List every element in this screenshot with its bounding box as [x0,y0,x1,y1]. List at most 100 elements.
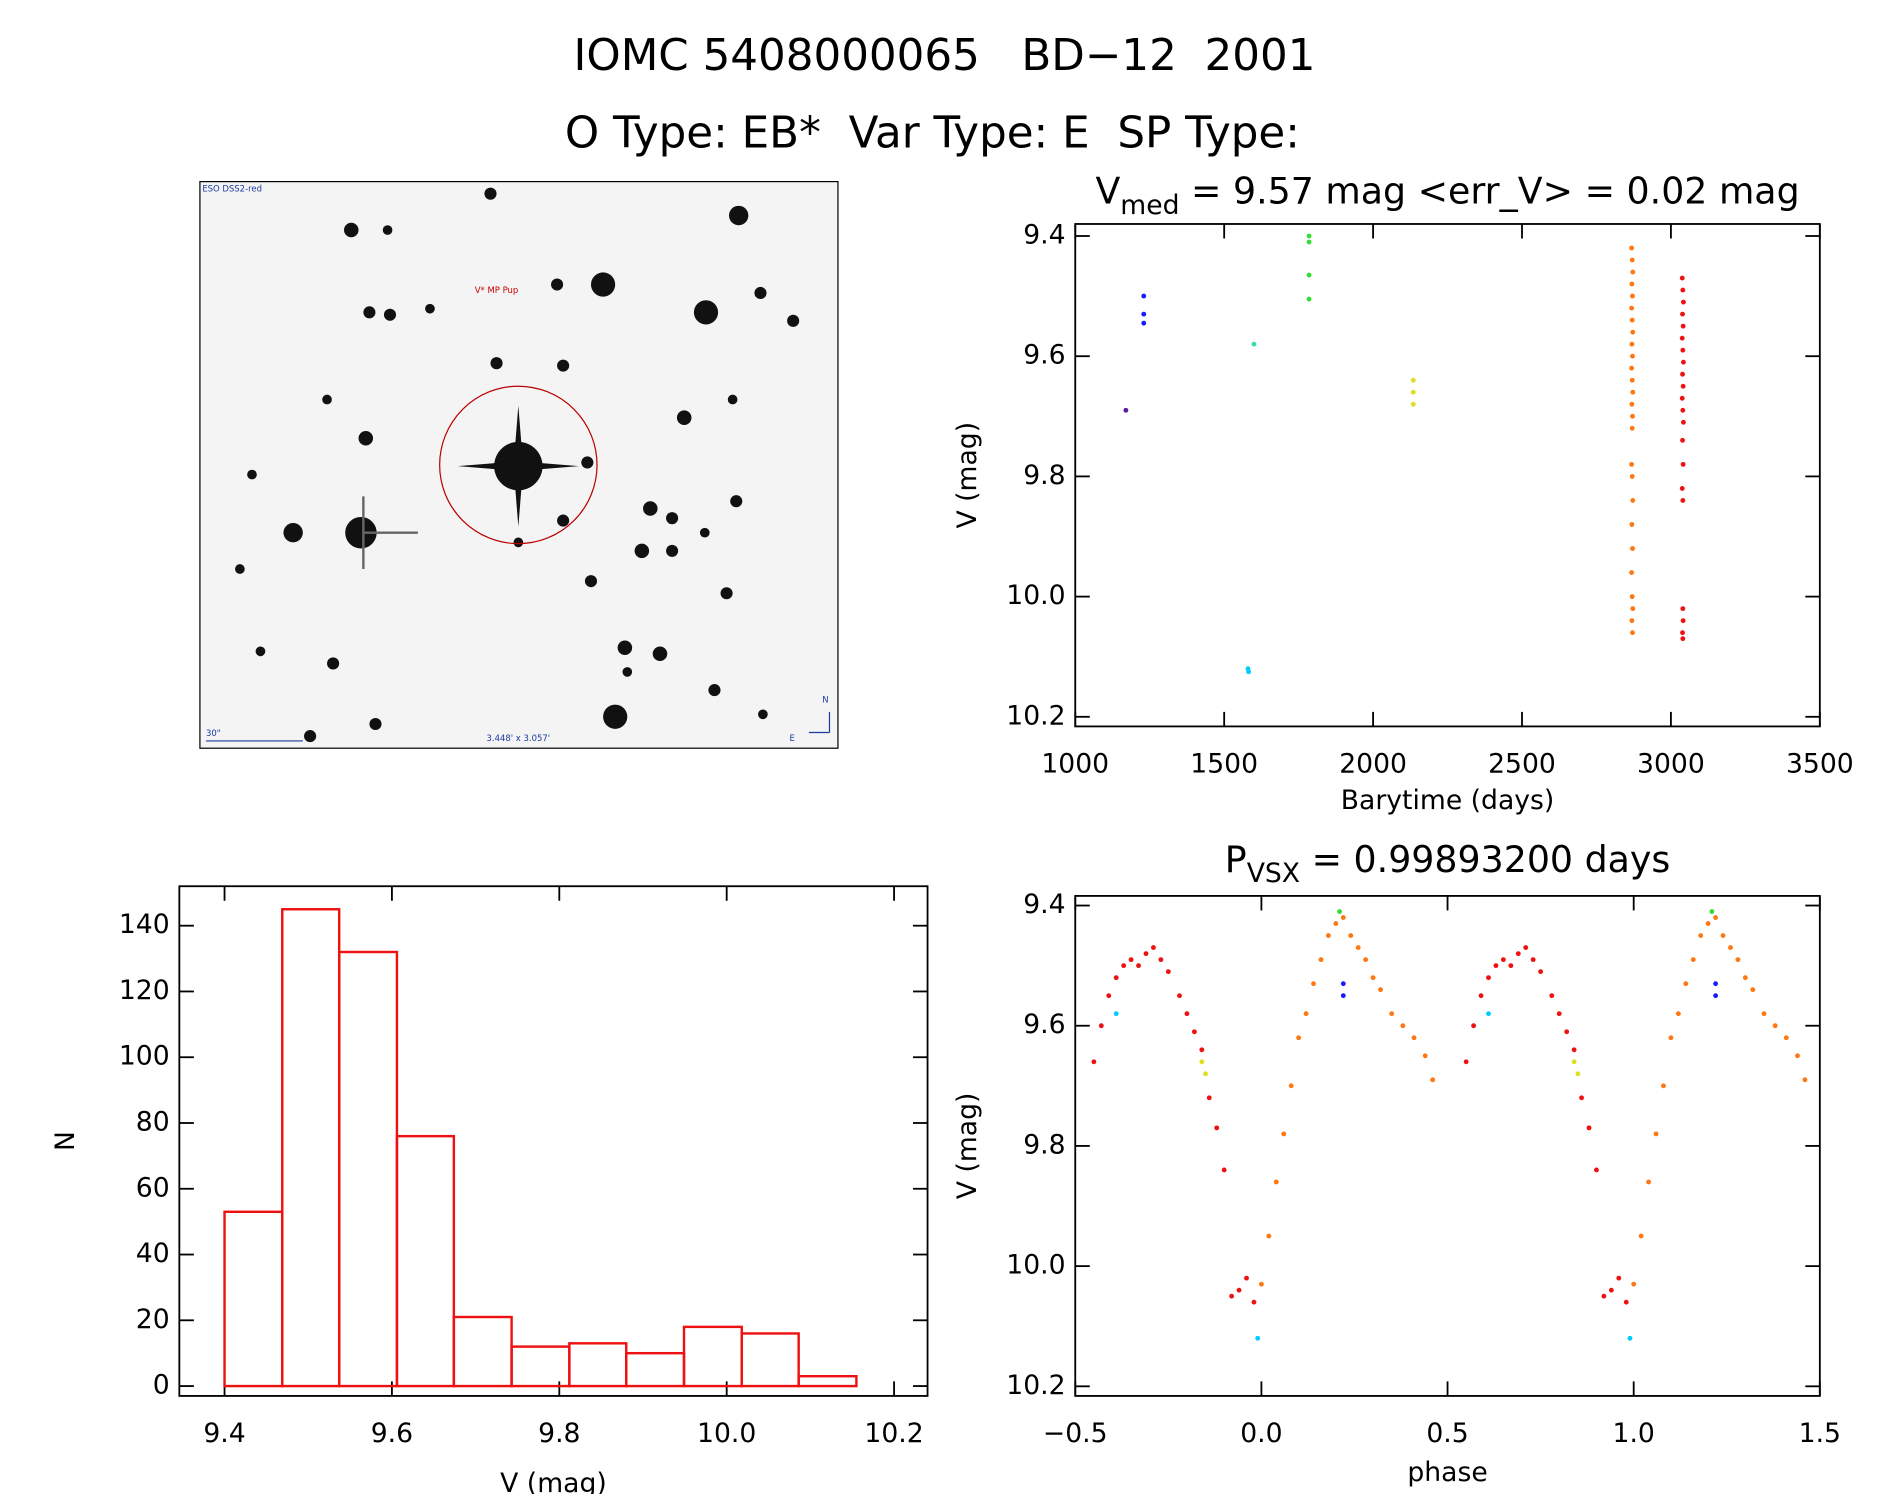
data-point [1720,933,1726,939]
data-point [1630,498,1636,503]
data-point [1128,957,1134,963]
data-point [1106,993,1112,999]
data-point [1728,945,1733,951]
data-point [1478,993,1484,999]
data-point [1630,389,1636,395]
data-point [1638,1233,1644,1239]
data-point [1680,407,1686,413]
y-tick-label: 140 [119,909,170,940]
data-point [1680,636,1686,642]
data-point [1698,933,1704,939]
y-tick-label: 10.2 [1006,1370,1065,1401]
data-point [1629,570,1635,575]
data-point [1348,933,1354,939]
data-point [1629,305,1635,311]
x-axis-label: phase [1407,1457,1487,1488]
hist-bar [510,1345,571,1388]
data-point [1681,299,1686,305]
data-point [1158,957,1164,963]
data-point [1306,233,1312,239]
title-main: V [1095,170,1120,213]
title-sub: med [1120,189,1179,220]
image-scale: 30" [206,728,221,738]
data-point [1680,437,1685,443]
data-point [1493,963,1499,969]
data-point [1515,951,1521,957]
data-point [1244,1275,1249,1281]
data-point [1772,1023,1778,1029]
data-point [1221,1167,1227,1173]
hist-bar [740,1332,800,1388]
data-point [1177,993,1182,999]
data-point [1630,269,1636,275]
data-point [1629,257,1635,263]
figure-subtitle: O Type: EB* Var Type: E SP Type: [565,109,1300,159]
data-point [1337,909,1343,914]
y-tick-label: 80 [136,1106,170,1137]
data-point [1422,1053,1428,1059]
data-point [1199,1059,1205,1065]
x-tick-label: 1.0 [1613,1418,1655,1449]
data-point [1608,1287,1614,1293]
data-point [1340,993,1346,999]
data-point [1679,395,1685,401]
image-target: V* MP Pup [475,285,519,295]
data-point [1191,1029,1197,1035]
data-point [1709,909,1715,914]
data-point [1471,1023,1477,1029]
data-point [1630,329,1636,335]
data-point [1318,957,1324,963]
y-tick-label: 0 [153,1370,170,1401]
data-point [1629,473,1635,479]
data-point [1378,987,1383,993]
data-point [1680,371,1685,377]
data-point [1486,975,1491,981]
x-tick-label: 9.4 [203,1418,245,1449]
plot-frame [178,885,929,1397]
data-point [1141,320,1147,326]
data-point [1246,669,1252,675]
data-point [1303,1011,1309,1017]
y-tick-label: 20 [136,1304,170,1335]
data-point [1430,1077,1436,1083]
data-point [1742,975,1748,981]
data-point [1795,1053,1800,1059]
x-tick-label: 3500 [1786,749,1854,780]
data-point [1629,377,1635,383]
data-point [1266,1233,1272,1239]
x-tick-label: 3000 [1637,749,1705,780]
data-point [1538,969,1544,975]
data-point [1549,993,1555,999]
data-point [1206,1095,1212,1101]
hist-bar [452,1315,513,1388]
y-axis-label: V (mag) [952,422,983,529]
hist-bar [797,1374,858,1388]
data-point [1629,618,1635,624]
hist-bar [395,1134,456,1388]
data-point [1165,969,1171,975]
y-tick-label: 9.6 [1023,340,1065,371]
hist-bar [281,908,341,1388]
data-point [1333,921,1339,926]
hist-bar [337,950,399,1388]
data-point [1680,347,1686,353]
x-tick-label: 1000 [1041,749,1109,780]
y-tick-label: 10.0 [1006,580,1065,611]
data-point [1629,461,1635,467]
data-point [1281,1131,1287,1137]
data-point [1258,1281,1264,1287]
data-point [1629,365,1635,371]
data-point [1203,1071,1208,1077]
data-point [1681,419,1686,425]
data-point [1214,1125,1220,1131]
data-point [1410,377,1416,383]
data-point [1630,353,1635,359]
data-point [1679,335,1685,341]
data-point [1630,293,1635,299]
title-rest: = 9.57 mag <err_V> = 0.02 mag [1180,170,1800,213]
data-point [1311,981,1316,987]
data-point [1575,1071,1581,1077]
x-tick-label: 1500 [1190,749,1258,780]
y-tick-label: 10.0 [1006,1250,1065,1281]
